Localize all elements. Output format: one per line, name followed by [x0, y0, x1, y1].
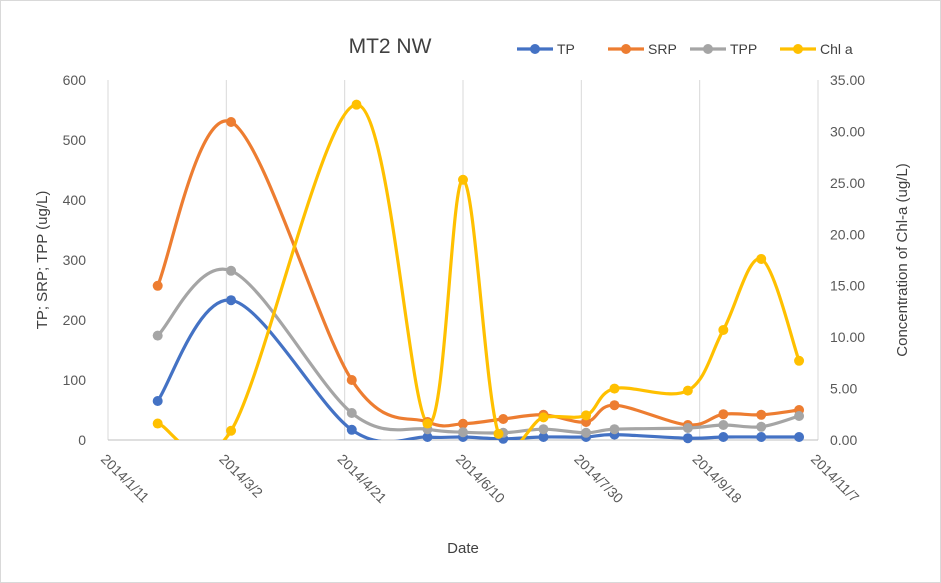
legend: TP SRP TPP Chl a	[517, 41, 853, 57]
x-tick-label: 2014/7/30	[571, 451, 627, 507]
right-tick-label: 10.00	[830, 329, 865, 345]
data-point-chl-a	[351, 99, 362, 110]
series-points	[152, 99, 805, 444]
data-point-tpp	[581, 427, 592, 438]
gridlines	[107, 80, 819, 440]
legend-marker-tpp	[703, 44, 713, 54]
legend-label-tpp: TPP	[730, 41, 757, 57]
data-point-tp	[682, 433, 693, 444]
left-tick-label: 100	[63, 372, 87, 388]
data-point-tp	[152, 396, 163, 406]
series-lines	[156, 103, 801, 440]
data-point-srp	[609, 400, 620, 411]
series-line-tpp	[156, 267, 801, 435]
data-point-chl-a	[152, 418, 163, 429]
legend-label-chl-a: Chl a	[820, 41, 853, 57]
data-point-chl-a	[538, 412, 549, 423]
data-point-tpp	[718, 420, 729, 430]
left-tick-label: 300	[63, 252, 87, 268]
data-point-srp	[498, 414, 509, 424]
data-point-tp	[756, 432, 767, 442]
data-point-tp	[346, 424, 357, 435]
left-tick-label: 400	[63, 192, 87, 208]
data-point-srp	[152, 280, 163, 291]
data-point-tp	[226, 295, 237, 306]
right-tick-label: 35.00	[830, 72, 865, 88]
data-point-chl-a	[226, 425, 237, 436]
right-tick-label: 5.00	[830, 381, 857, 397]
legend-label-srp: SRP	[648, 41, 677, 57]
chart-title: MT2 NW	[349, 35, 432, 58]
legend-marker-tp	[530, 44, 540, 54]
data-point-tpp	[609, 424, 620, 435]
data-point-tp	[538, 432, 549, 442]
data-point-chl-a	[718, 324, 729, 335]
data-point-srp	[756, 409, 767, 420]
left-tick-label: 500	[63, 132, 87, 148]
right-tick-label: 30.00	[830, 123, 865, 139]
legend-label-tp: TP	[557, 41, 575, 57]
data-point-tpp	[756, 421, 767, 432]
data-point-chl-a	[794, 355, 805, 366]
x-axis-ticks: 2014/1/11 2014/3/2 2014/4/21 2014/6/10 2014/…	[98, 451, 863, 507]
x-tick-label: 2014/6/10	[453, 451, 509, 507]
data-point-chl-a	[581, 410, 592, 421]
series-line-tp	[156, 298, 801, 440]
x-axis-title: Date	[447, 540, 479, 557]
left-tick-label: 0	[78, 432, 86, 448]
data-point-srp	[718, 409, 729, 420]
data-point-tpp	[682, 423, 693, 433]
data-point-srp	[346, 375, 357, 385]
right-tick-label: 20.00	[830, 226, 865, 242]
data-point-tpp	[346, 408, 357, 418]
data-point-chl-a	[756, 253, 767, 264]
data-point-chl-a	[458, 174, 468, 185]
data-point-srp	[226, 117, 237, 127]
data-point-tp	[794, 432, 805, 442]
legend-marker-srp	[621, 44, 631, 54]
data-point-tpp	[458, 427, 468, 438]
data-point-chl-a	[609, 383, 620, 394]
data-point-chl-a	[422, 418, 433, 429]
data-point-srp	[458, 418, 468, 429]
left-axis-ticks: 0 100 200 300 400 500 600	[63, 72, 87, 448]
data-point-tpp	[538, 424, 549, 435]
x-tick-label: 2014/9/18	[690, 451, 746, 507]
data-point-tpp	[226, 265, 237, 276]
x-tick-label: 2014/1/11	[98, 451, 153, 506]
right-tick-label: 0.00	[830, 432, 857, 448]
series-line-chl-a	[156, 103, 801, 440]
left-tick-label: 600	[63, 72, 87, 88]
right-axis-title: Concentration of Chl-a (ug/L)	[894, 163, 911, 356]
data-point-tpp	[794, 411, 805, 421]
legend-marker-chl-a	[793, 44, 803, 54]
right-axis-ticks: 0.00 5.00 10.00 15.00 20.00 25.00 30.00 35.00	[830, 72, 865, 448]
data-point-tp	[718, 432, 729, 442]
data-point-chl-a	[493, 428, 504, 439]
right-tick-label: 15.00	[830, 278, 865, 294]
x-tick-label: 2014/11/7	[808, 451, 863, 506]
data-point-chl-a	[682, 385, 693, 396]
left-tick-label: 200	[63, 312, 87, 328]
data-point-tp	[422, 432, 433, 442]
left-axis-title: TP; SRP; TPP (ug/L)	[34, 191, 51, 330]
data-point-tpp	[152, 330, 163, 341]
x-tick-label: 2014/3/2	[216, 451, 266, 501]
x-tick-label: 2014/4/21	[335, 451, 391, 507]
right-tick-label: 25.00	[830, 175, 865, 191]
